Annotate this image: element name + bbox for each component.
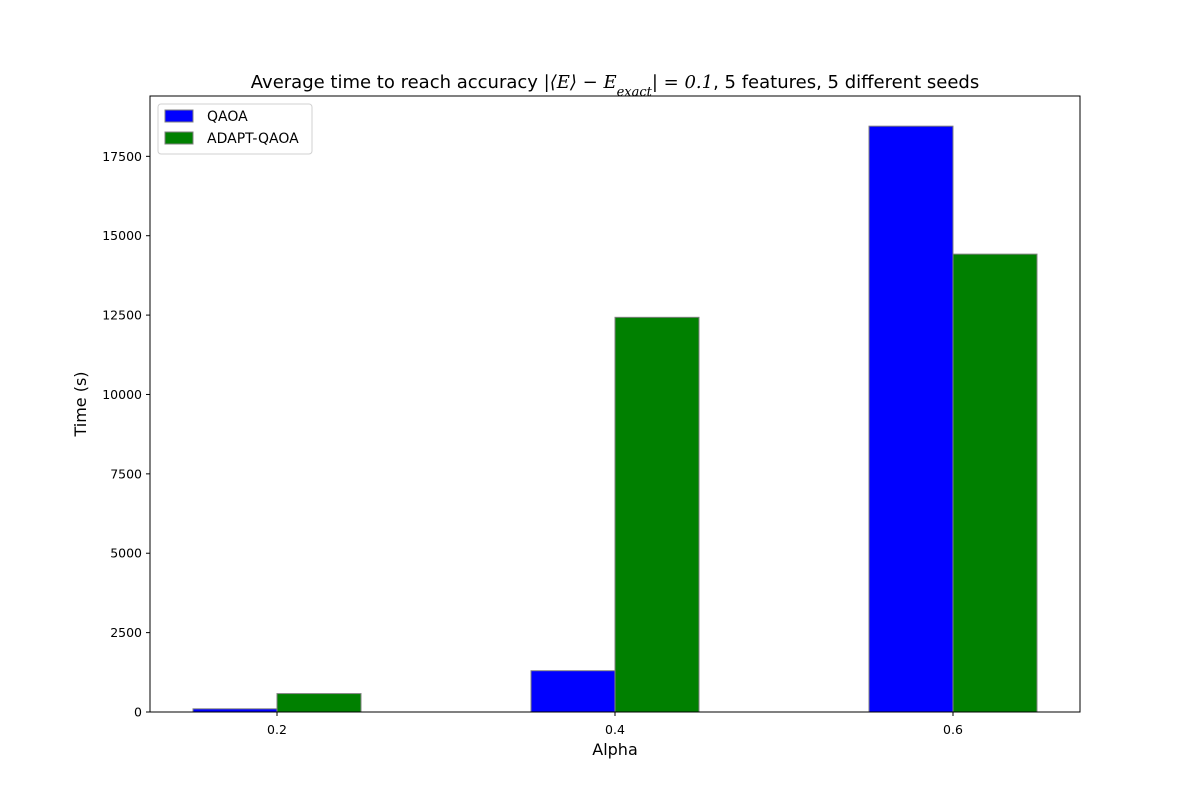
y-axis: 0 2500 5000 7500 10000 12500 15000 17500 — [102, 149, 150, 720]
legend: QAOA ADAPT-QAOA — [157, 103, 313, 155]
x-tick-label-0.4: 0.4 — [605, 722, 625, 737]
legend-box — [157, 103, 313, 155]
y-tick-label-5000: 5000 — [110, 546, 142, 561]
legend-label-qaoa: QAOA — [207, 109, 248, 125]
chart-title-math-end: | = 0.1 — [652, 72, 713, 93]
legend-swatch-adapt-qaoa — [164, 131, 194, 145]
y-tick-label-17500: 17500 — [102, 149, 142, 164]
y-tick-label-0: 0 — [134, 705, 142, 720]
chart-title-prefix: Average time to reach accuracy — [251, 72, 544, 93]
x-axis: 0.2 0.4 0.6 — [267, 712, 963, 737]
x-tick-label-0.2: 0.2 — [267, 722, 287, 737]
chart-title-math: |⟨E⟩ − E — [544, 72, 617, 93]
legend-label-adapt-qaoa: ADAPT-QAOA — [207, 131, 299, 147]
bar-qaoa-0.6 — [868, 125, 954, 713]
y-tick-label-7500: 7500 — [110, 466, 142, 481]
y-tick-label-10000: 10000 — [102, 387, 142, 402]
x-tick-label-0.6: 0.6 — [943, 722, 963, 737]
y-tick-label-15000: 15000 — [102, 228, 142, 243]
bar-adapt-qaoa-0.4 — [614, 316, 700, 713]
chart-title-suffix: , 5 features, 5 different seeds — [713, 72, 979, 93]
bars-group — [149, 95, 1081, 713]
x-axis-label: Alpha — [592, 740, 638, 759]
y-tick-label-12500: 12500 — [102, 308, 142, 323]
bar-adapt-qaoa-0.2 — [276, 693, 362, 713]
legend-swatch-qaoa — [164, 109, 194, 123]
chart-title: Average time to reach accuracy |⟨E⟩ − Ee… — [251, 72, 979, 100]
y-tick-label-2500: 2500 — [110, 625, 142, 640]
bar-adapt-qaoa-0.6 — [952, 253, 1038, 713]
bar-qaoa-0.4 — [530, 670, 616, 713]
y-axis-label: Time (s) — [71, 371, 90, 437]
